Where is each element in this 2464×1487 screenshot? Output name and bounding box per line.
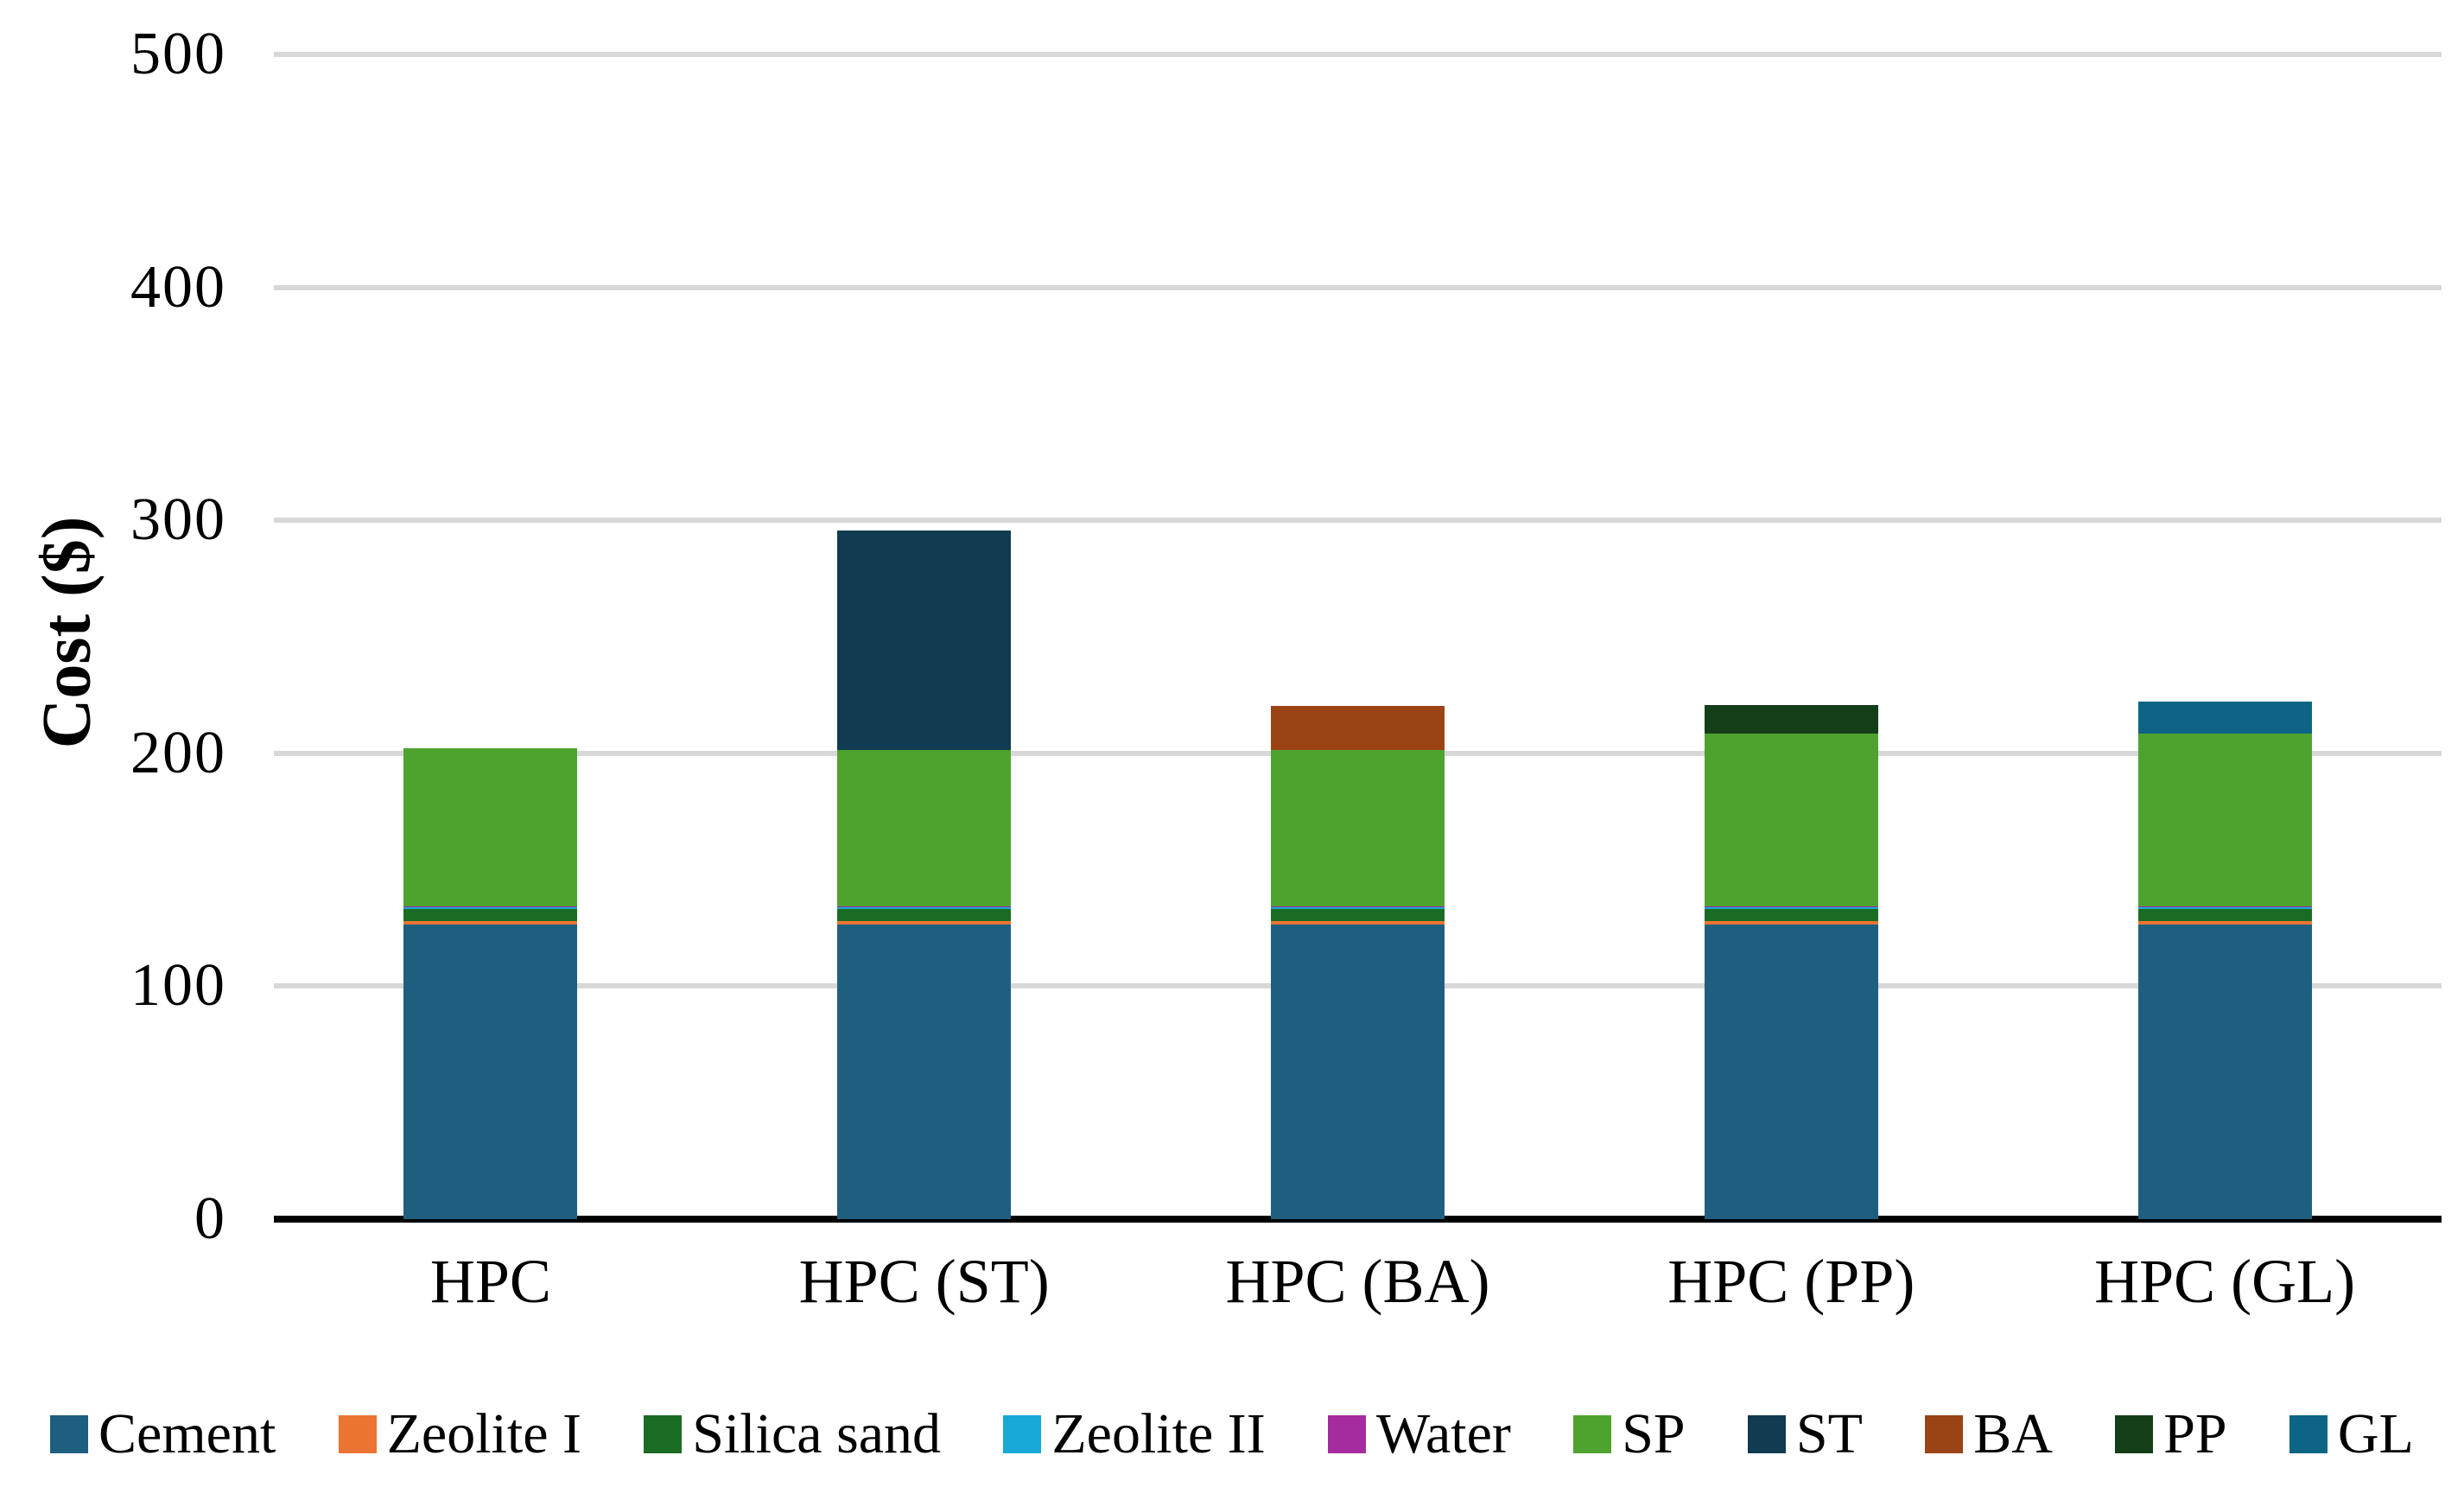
y-tick-label-0: 0 [194, 1185, 226, 1252]
legend-label: Silica sand [692, 1402, 942, 1465]
bar-segment-zeolite-ii-hpc-pp- [1704, 906, 1878, 910]
legend-label: Zeolite II [1051, 1402, 1266, 1465]
y-tick-label-100: 100 [130, 952, 226, 1020]
bar-segment-silica-sand-hpc [403, 909, 578, 922]
bar-segment-sp-hpc [403, 747, 578, 906]
bar-segment-silica-sand-hpc-ba- [1271, 909, 1445, 922]
legend-label: BA [1973, 1402, 2053, 1465]
bar-segment-sp-hpc-st- [837, 750, 1012, 906]
legend-swatch-icon [338, 1415, 377, 1453]
bar-segment-water-hpc-pp- [1704, 906, 1878, 907]
legend-item-silica-sand: Silica sand [644, 1395, 941, 1473]
legend-swatch-icon [1328, 1415, 1366, 1453]
gridline-300 [274, 518, 2442, 524]
legend-swatch-icon [1925, 1415, 1964, 1453]
bar-segment-gl-hpc-gl- [2137, 701, 2312, 734]
x-axis-line [274, 1216, 2442, 1223]
legend-item-cement: Cement [50, 1395, 276, 1473]
legend-item-zeolite-i: Zeolite I [338, 1395, 581, 1473]
legend-swatch-icon [50, 1415, 88, 1453]
bar-segment-water-hpc [403, 906, 578, 907]
legend-label: PP [2163, 1402, 2227, 1465]
legend-label: Zeolite I [386, 1402, 581, 1465]
legend-item-water: Water [1328, 1395, 1511, 1473]
bar-segment-ba-hpc-ba- [1271, 706, 1445, 751]
y-tick-label-500: 500 [130, 21, 226, 87]
bar-segment-cement-hpc-ba- [1271, 924, 1445, 1219]
chart-legend: Cement Zeolite I Silica sand Zeolite II Wate… [0, 1393, 2464, 1476]
x-category-label-4: HPC (PP) [1667, 1247, 1915, 1316]
legend-swatch-icon [2289, 1415, 2327, 1453]
legend-label: Cement [98, 1402, 276, 1465]
legend-swatch-icon [2115, 1415, 2154, 1453]
legend-swatch-icon [1747, 1415, 1786, 1453]
y-tick-label-400: 400 [130, 253, 226, 321]
bar-segment-water-hpc-ba- [1271, 906, 1445, 907]
bar-segment-silica-sand-hpc-pp- [1704, 909, 1878, 922]
bar-segment-st-hpc-st- [837, 530, 1012, 751]
bar-segment-zeolite-i-hpc-st- [837, 921, 1012, 925]
bar-segment-silica-sand-hpc-st- [837, 909, 1012, 922]
y-tick-label-300: 300 [130, 486, 226, 554]
bar-segment-cement-hpc [403, 924, 578, 1219]
x-category-label-3: HPC (BA) [1225, 1247, 1490, 1316]
bar-segment-cement-hpc-st- [837, 924, 1012, 1219]
legend-item-sp: SP [1573, 1395, 1686, 1473]
legend-label: GL [2337, 1402, 2414, 1465]
legend-item-zeolite-ii: Zeolite II [1003, 1395, 1266, 1473]
bar-segment-water-hpc-st- [837, 906, 1012, 907]
legend-item-pp: PP [2115, 1395, 2227, 1473]
bar-segment-sp-hpc-ba- [1271, 750, 1445, 906]
bar-segment-zeolite-i-hpc [403, 921, 578, 925]
legend-label: Water [1376, 1402, 1511, 1465]
legend-item-st: ST [1747, 1395, 1863, 1473]
bar-segment-water-hpc-gl- [2137, 906, 2312, 907]
legend-label: ST [1795, 1402, 1863, 1465]
legend-item-ba: BA [1925, 1395, 2053, 1473]
y-tick-label-200: 200 [130, 719, 226, 786]
x-category-label-2: HPC (ST) [798, 1247, 1050, 1316]
bar-segment-zeolite-ii-hpc-gl- [2137, 906, 2312, 910]
bar-segment-zeolite-ii-hpc-ba- [1271, 906, 1445, 910]
bar-segment-pp-hpc-pp- [1704, 704, 1878, 734]
gridline-500 [274, 52, 2442, 57]
x-category-label-5: HPC (GL) [2094, 1247, 2356, 1316]
gridline-400 [274, 284, 2442, 290]
bar-segment-cement-hpc-gl- [2137, 924, 2312, 1219]
legend-swatch-icon [1573, 1415, 1612, 1453]
bar-segment-cement-hpc-pp- [1704, 924, 1878, 1219]
legend-swatch-icon [644, 1415, 683, 1453]
bar-segment-zeolite-i-hpc-gl- [2137, 921, 2312, 925]
bar-segment-zeolite-ii-hpc [403, 906, 578, 910]
bar-segment-zeolite-ii-hpc-st- [837, 906, 1012, 910]
bar-segment-sp-hpc-gl- [2137, 734, 2312, 906]
bar-segment-sp-hpc-pp- [1704, 734, 1878, 906]
legend-label: SP [1622, 1402, 1686, 1465]
bar-segment-silica-sand-hpc-gl- [2137, 909, 2312, 922]
bar-segment-zeolite-i-hpc-ba- [1271, 921, 1445, 925]
x-category-label-1: HPC [429, 1247, 551, 1316]
legend-item-gl: GL [2289, 1395, 2414, 1473]
bar-segment-zeolite-i-hpc-pp- [1704, 921, 1878, 925]
legend-swatch-icon [1003, 1415, 1042, 1453]
